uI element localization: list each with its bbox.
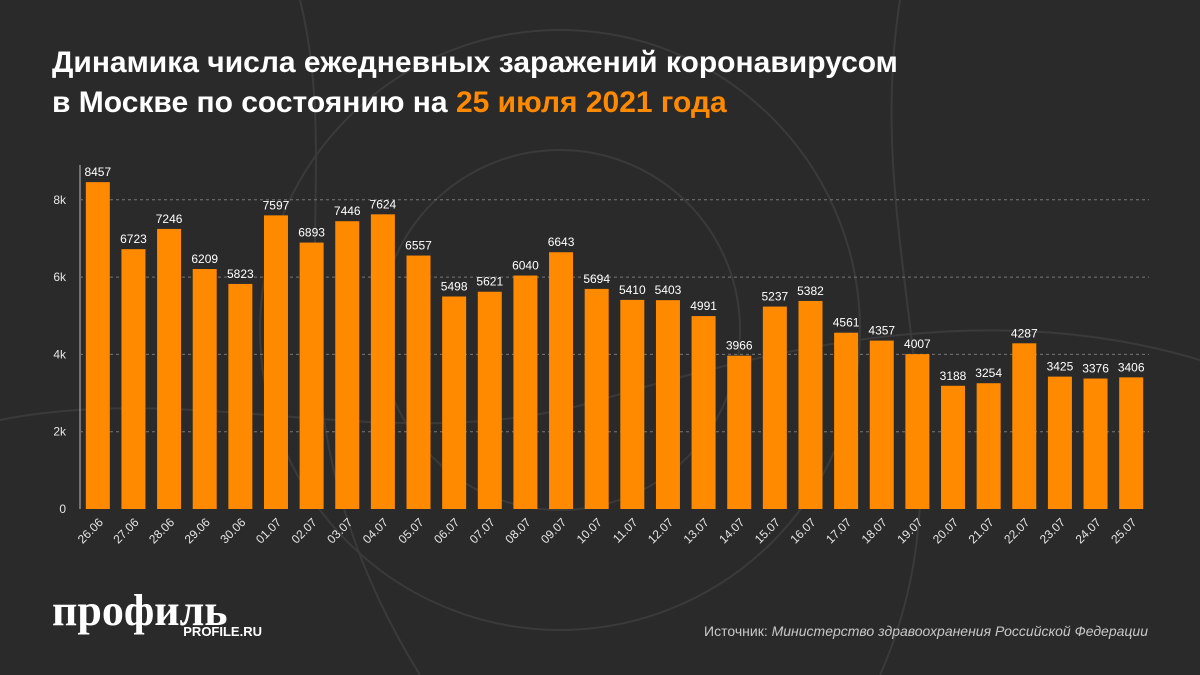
chart-title: в Москве по состоянию на 25 июля 2021 го… [52, 86, 727, 119]
bar [834, 332, 859, 509]
value-label: 5621 [476, 275, 503, 289]
bar [620, 299, 645, 509]
bar [976, 383, 1001, 509]
bar [157, 228, 182, 510]
bar [1119, 377, 1144, 509]
bar [1083, 378, 1108, 509]
value-label: 7446 [334, 204, 361, 218]
value-label: 5237 [761, 290, 788, 304]
bar [584, 288, 609, 509]
value-label: 4357 [868, 324, 895, 338]
bar [691, 316, 716, 509]
bar [905, 354, 930, 509]
bar [370, 214, 395, 509]
value-label: 4287 [1011, 326, 1038, 340]
bar [655, 300, 680, 509]
bar [798, 300, 823, 509]
y-tick-label: 8k [53, 193, 67, 207]
bar [1047, 376, 1072, 509]
value-label: 6557 [405, 239, 432, 253]
value-label: 6209 [191, 252, 218, 266]
value-label: 8457 [84, 165, 111, 179]
logo: профиль [52, 586, 228, 635]
bar [335, 221, 360, 509]
bar [762, 306, 787, 509]
value-label: 3966 [726, 339, 753, 353]
value-label: 4007 [904, 337, 931, 351]
bar [299, 242, 324, 510]
value-label: 3425 [1047, 360, 1074, 374]
value-label: 3376 [1082, 362, 1109, 376]
value-label: 3188 [940, 369, 967, 383]
logo-site: PROFILE.RU [183, 624, 262, 639]
bar [228, 283, 253, 509]
bar [727, 355, 752, 509]
source-label: Источник: [704, 623, 768, 639]
value-label: 6643 [548, 235, 575, 249]
value-label: 7246 [156, 212, 183, 226]
value-label: 6040 [512, 259, 539, 273]
value-label: 5382 [797, 284, 824, 298]
value-label: 5498 [441, 279, 468, 293]
source-text: Министерство здравоохранения Российской … [772, 623, 1149, 639]
bar [442, 296, 467, 509]
bar [549, 252, 574, 509]
value-label: 6723 [120, 232, 147, 246]
value-label: 3406 [1118, 360, 1145, 374]
value-label: 6893 [298, 226, 325, 240]
source: Источник: Министерство здравоохранения Р… [704, 623, 1148, 639]
bar [477, 291, 502, 509]
bar [941, 385, 966, 509]
bar [121, 249, 146, 509]
value-label: 7597 [263, 198, 290, 212]
y-tick-label: 6k [53, 270, 67, 284]
chart-title: Динамика числа ежедневных заражений коро… [52, 46, 898, 79]
value-label: 7624 [370, 197, 397, 211]
y-tick-label: 2k [53, 425, 67, 439]
chart-title-highlight: 25 июля 2021 года [456, 86, 727, 119]
bar [1012, 343, 1037, 509]
value-label: 5403 [655, 283, 682, 297]
bar [513, 275, 538, 509]
bar [85, 182, 110, 510]
chart-title-part: в Москве по состоянию на [52, 86, 456, 119]
bar [406, 255, 431, 509]
bar [192, 269, 217, 509]
value-label: 5694 [583, 272, 610, 286]
y-tick-label: 0 [59, 502, 66, 516]
value-label: 5823 [227, 267, 254, 281]
value-label: 3254 [975, 366, 1002, 380]
y-tick-label: 4k [53, 347, 67, 361]
bar [263, 215, 288, 509]
value-label: 4561 [833, 316, 860, 330]
value-label: 4991 [690, 299, 717, 313]
bar [869, 340, 894, 509]
value-label: 5410 [619, 283, 646, 297]
